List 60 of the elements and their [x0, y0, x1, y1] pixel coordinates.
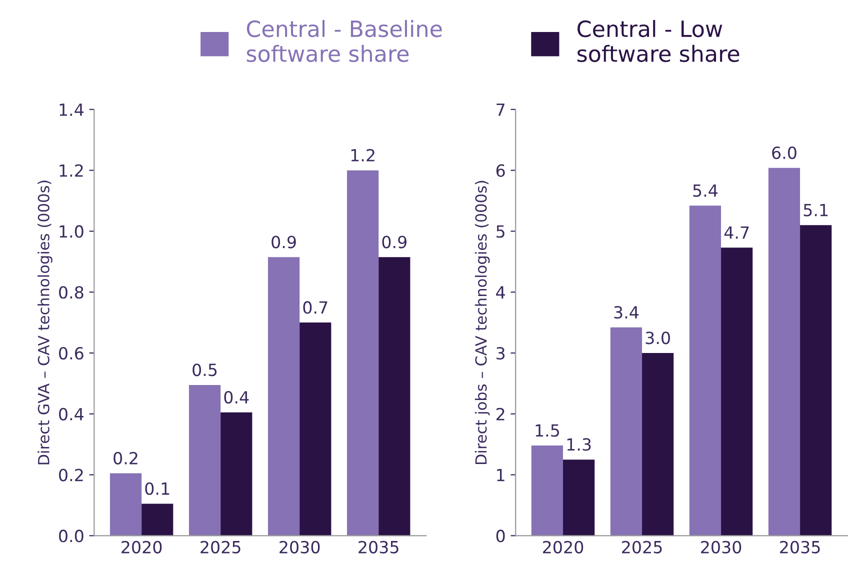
text: 1.0	[60, 225, 84, 238]
text: 0.8	[59, 286, 84, 299]
x-tick-label: 2030	[280, 540, 320, 554]
bar	[531, 446, 564, 536]
legend-label: Central - Baseline software share	[246, 20, 442, 62]
text: 1.2	[60, 164, 83, 177]
x-tick-label: 2025	[622, 540, 662, 554]
x-tick-label: 2020	[543, 540, 584, 554]
bar	[800, 225, 832, 536]
data-label: 0.1	[145, 482, 170, 495]
bar	[768, 168, 800, 536]
data-label: 0.9	[382, 236, 406, 248]
text: 0.4	[59, 408, 84, 420]
y-tick-label: 5	[496, 225, 504, 238]
x-tick-label: 2030	[701, 540, 742, 554]
bar	[110, 473, 142, 536]
x-tick-label: 2035	[780, 540, 820, 554]
y-tick-label: 0	[496, 530, 505, 542]
y-tick-label: 3	[496, 346, 505, 360]
data-label: 1.2	[351, 148, 374, 162]
y-tick-label: 2	[496, 408, 504, 420]
bar	[689, 206, 722, 536]
bar	[188, 384, 221, 536]
legend-label: Central - Low software share	[577, 20, 740, 62]
text: 0.2	[59, 468, 83, 482]
data-label: 6.0	[772, 146, 796, 160]
x-tick-label: 2025	[200, 540, 240, 554]
y-axis-title: Direct jobs – CAV technologies (000s)	[474, 180, 490, 464]
data-label: 0.9	[272, 236, 296, 248]
text: 0.0	[59, 530, 84, 542]
bar	[142, 504, 174, 536]
text: 0.6	[59, 346, 84, 360]
bar	[642, 353, 674, 536]
data-label: 1.3	[567, 438, 591, 451]
data-label: 1.5	[536, 424, 559, 437]
data-label: 0.5	[192, 364, 217, 376]
y-tick-label: 1	[497, 468, 504, 482]
y-tick-label: 6	[496, 164, 505, 177]
x-tick-label: 2020	[122, 540, 162, 554]
bar	[721, 248, 753, 536]
text: 1.4	[60, 104, 84, 116]
y-axis-title: Direct GVA – CAV technologies (000s)	[38, 180, 52, 464]
bar	[300, 322, 332, 536]
bar	[563, 460, 595, 536]
bar	[346, 170, 379, 536]
data-label: 0.4	[224, 390, 249, 404]
data-label: 4.7	[724, 226, 749, 239]
data-label: 3.4	[614, 306, 639, 319]
bar	[378, 257, 410, 536]
y-tick-label: 4	[496, 286, 505, 298]
data-label: 3.0	[646, 332, 670, 344]
data-label: 0.2	[114, 452, 138, 464]
y-tick-label: 7	[496, 104, 504, 116]
data-label: 5.1	[804, 204, 828, 216]
data-label: 5.4	[693, 184, 718, 197]
bar	[610, 327, 642, 536]
data-label: 0.7	[303, 301, 328, 314]
x-tick-label: 2035	[358, 540, 398, 554]
bar	[220, 412, 252, 536]
bar	[268, 257, 300, 536]
